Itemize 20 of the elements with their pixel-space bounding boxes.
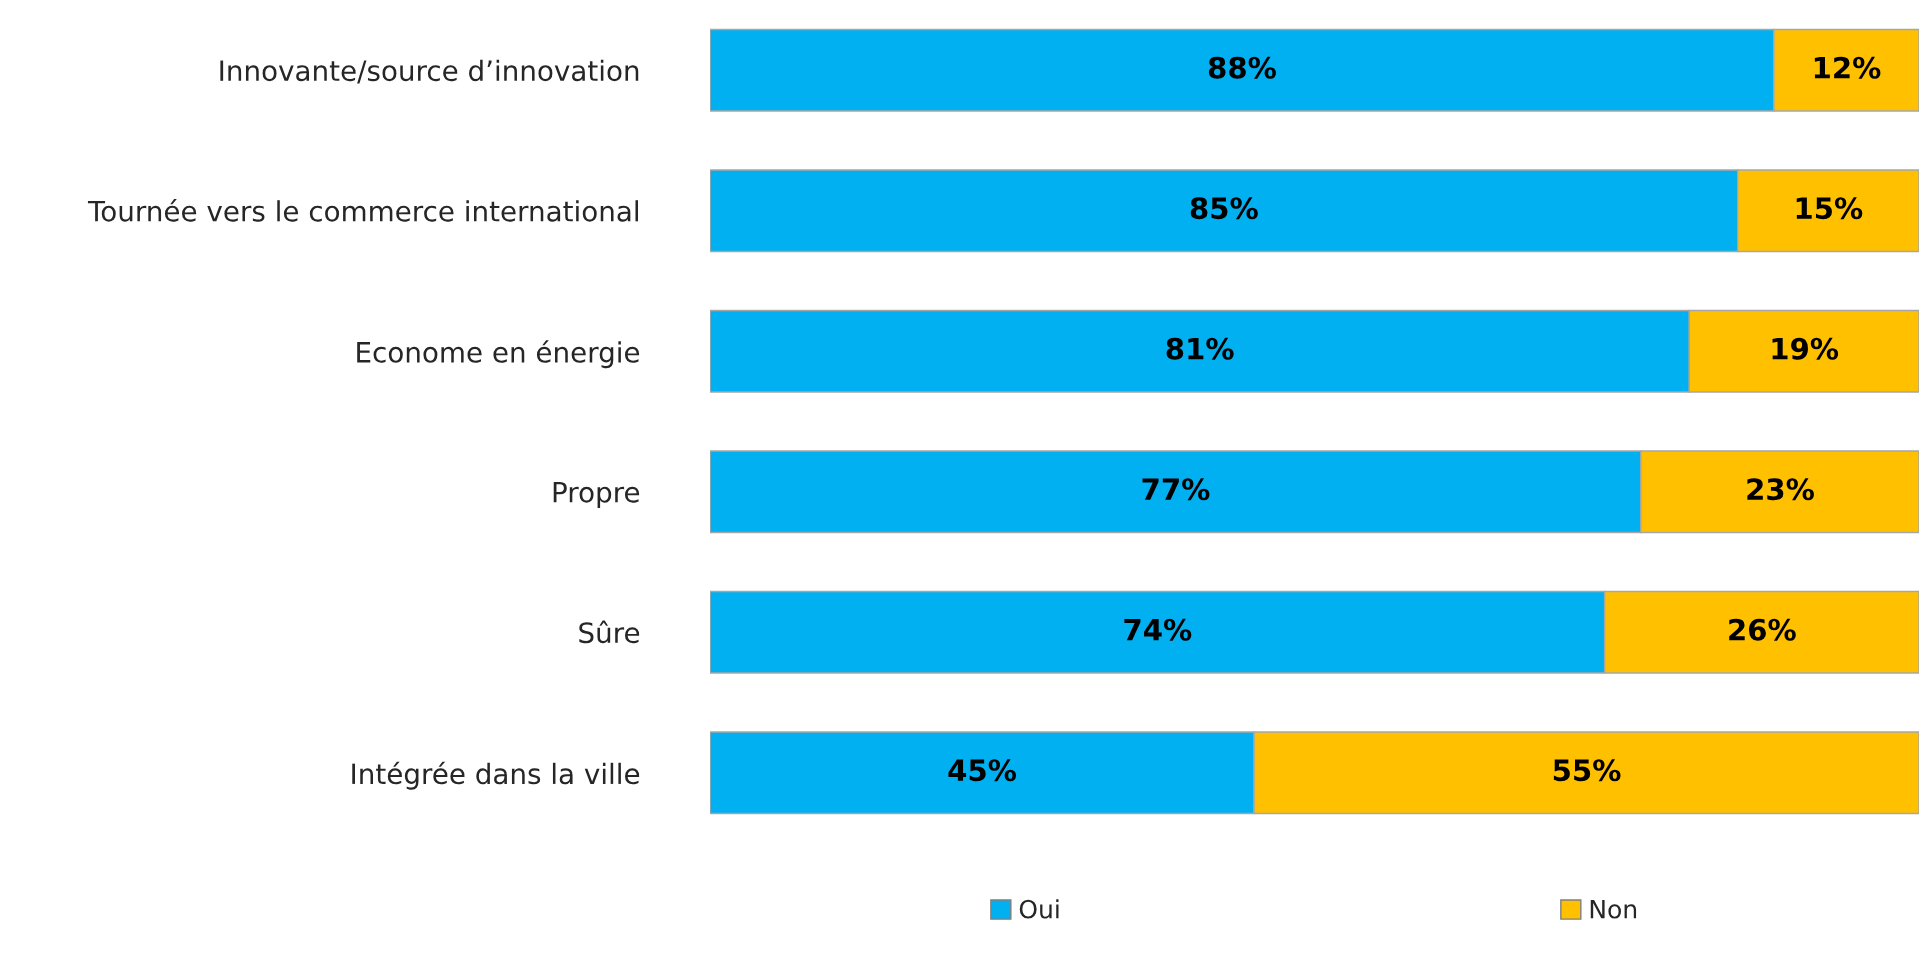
data-label: 77% — [1142, 478, 1210, 501]
data-label: 81% — [1166, 337, 1234, 360]
data-label: 74% — [1124, 618, 1192, 641]
data-label: 45% — [948, 759, 1017, 782]
data-label: 12% — [1814, 56, 1881, 79]
data-label: 26% — [1729, 618, 1796, 641]
y-tick-label: Propre — [553, 482, 640, 509]
data-label: 19% — [1772, 337, 1839, 360]
legend-label: Non — [1590, 900, 1637, 919]
data-label: 85% — [1190, 197, 1258, 220]
data-label: 15% — [1796, 197, 1863, 220]
y-tick-label: Tournée vers le commerce international — [87, 199, 638, 222]
y-tick-label: Econome en énergie — [357, 340, 640, 369]
data-label: 88% — [1208, 56, 1276, 79]
data-label: 23% — [1747, 478, 1814, 501]
y-tick-label: Innovante/source d’innovation — [220, 59, 639, 84]
legend-label: Oui — [1019, 899, 1059, 919]
data-label: 55% — [1553, 759, 1621, 782]
y-tick-label: Intégrée dans la ville — [352, 761, 640, 790]
y-tick-label: Sûre — [579, 620, 640, 644]
